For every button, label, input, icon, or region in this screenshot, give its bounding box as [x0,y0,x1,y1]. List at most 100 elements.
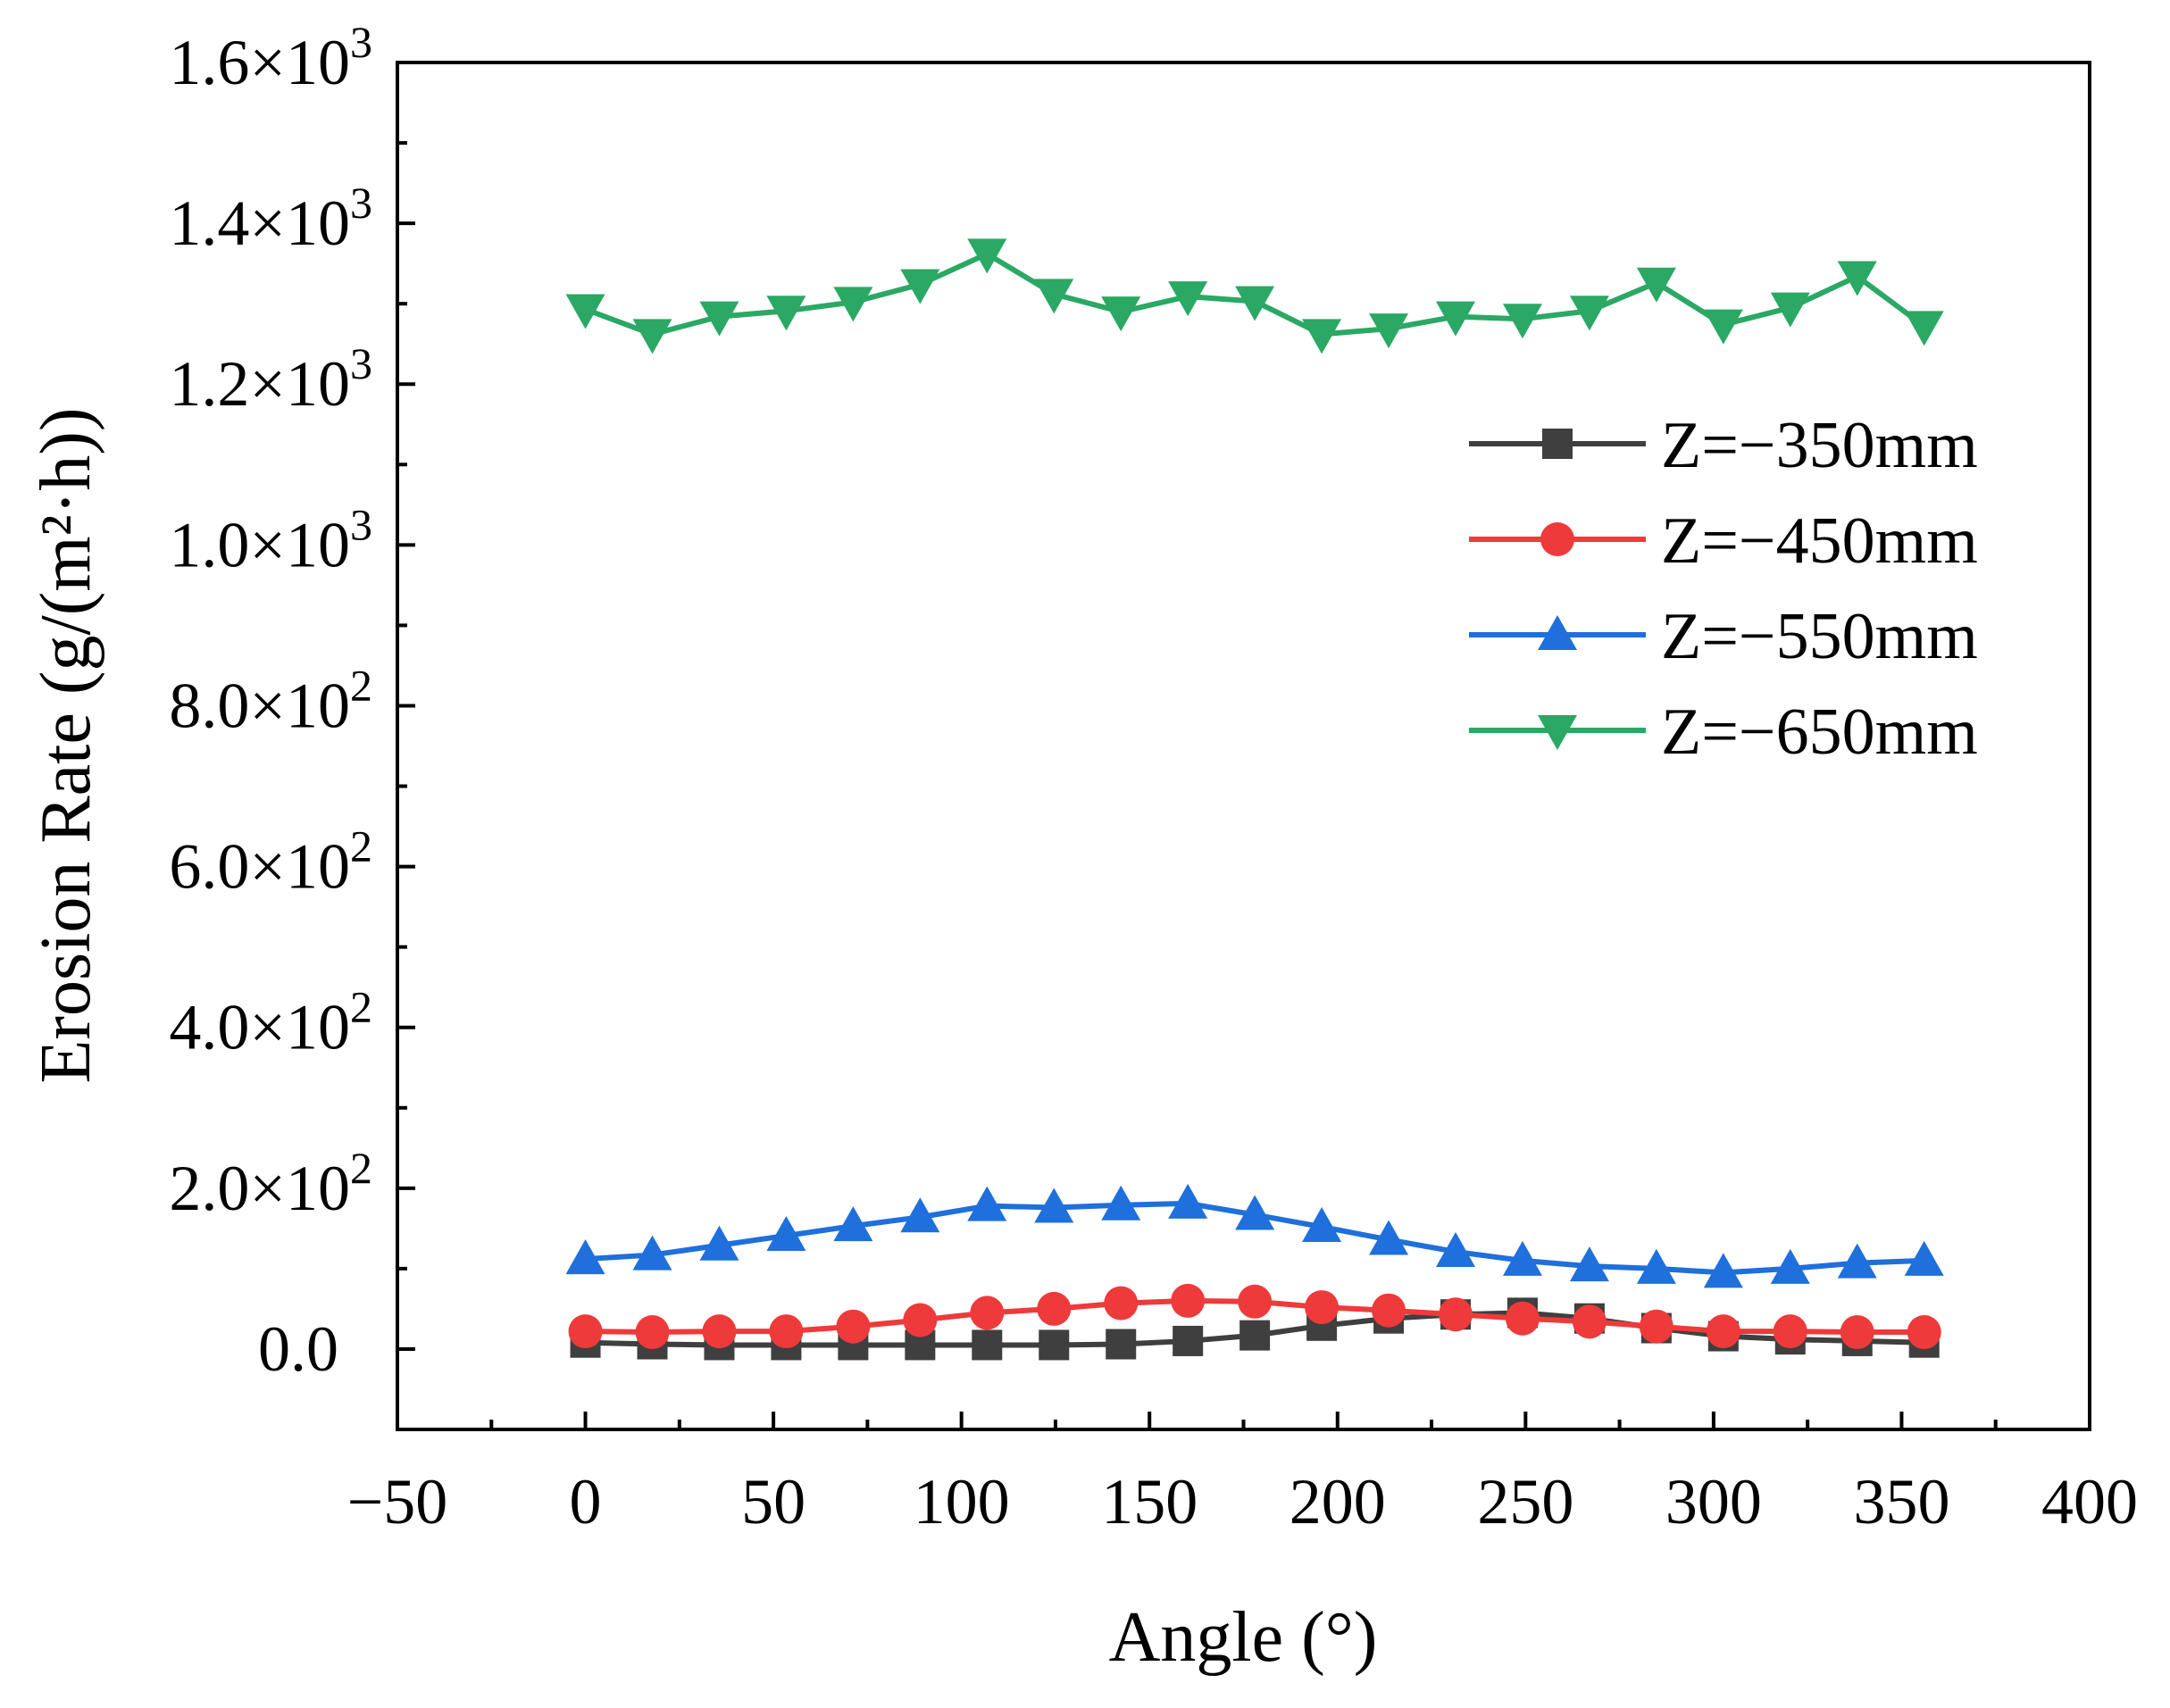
legend-label: Z=−450mm [1661,504,1978,578]
data-point [1502,304,1542,339]
data-point [967,1186,1007,1221]
data-point [1168,281,1208,317]
x-axis-label: Angle (°) [1109,1598,1378,1677]
data-point [1369,1220,1409,1255]
x-tick-label: 150 [1101,1466,1198,1537]
data-point [900,269,940,304]
x-tick-label: −50 [347,1466,448,1537]
data-point [1703,1253,1743,1288]
data-point [1034,279,1074,314]
data-point [1235,286,1275,321]
data-point [1706,1314,1740,1349]
data-point [1569,1246,1609,1282]
data-point [1770,1248,1810,1284]
data-point [568,1314,603,1349]
data-point [1840,1315,1874,1350]
data-point [1502,1240,1542,1276]
legend-label: Z=−650mm [1661,696,1978,769]
legend: Z=−350mm Z=−450mm Z=−550mm Z=−650mm [1469,409,1978,769]
series-1 [568,1283,1941,1350]
data-point [1238,1284,1273,1319]
y-tick-label: 0.0 [258,1313,338,1385]
data-point [1372,1293,1406,1328]
data-point [699,301,739,337]
data-point [769,1314,804,1349]
data-point [1168,1183,1208,1219]
data-point [900,1197,940,1233]
data-point [632,1235,672,1271]
data-point [1439,1297,1473,1332]
data-point [565,1239,605,1275]
data-point [972,1329,1003,1361]
data-point [766,1215,806,1251]
data-point [1639,1309,1673,1344]
data-point [635,1315,670,1350]
data-point [1039,1329,1070,1361]
data-point [632,319,672,354]
data-point [833,287,873,322]
data-point [1101,296,1141,332]
y-tick-label: 8.0×102 [169,660,372,741]
x-tick-label: 300 [1665,1466,1762,1537]
data-point [702,1314,737,1349]
data-point [1173,1325,1204,1356]
data-point [1101,1185,1141,1221]
data-point [903,1303,938,1337]
x-tick-label: 200 [1289,1466,1386,1537]
series-3 [565,238,1944,354]
y-axis-label: Erosion Rate (g/(m²·h)) [27,407,105,1083]
x-tick-label: 0 [570,1466,602,1537]
legend-label: Z=−350mm [1661,409,1978,482]
legend-marker [1542,429,1573,459]
data-point [1436,1231,1476,1267]
data-point [1904,311,1944,346]
legend-label: Z=−550mm [1661,600,1978,673]
data-point [1569,296,1609,331]
y-tick-label: 2.0×102 [169,1143,372,1224]
data-point [1106,1329,1137,1360]
data-point [1436,301,1476,337]
y-tick-label: 1.2×103 [169,338,372,420]
data-point [970,1296,1005,1330]
y-tick-label: 4.0×102 [169,982,372,1063]
data-point [766,296,806,331]
data-point [1572,1304,1607,1339]
data-point [1636,267,1676,303]
x-tick-label: 400 [2041,1466,2138,1537]
legend-marker [1538,715,1577,750]
legend-marker [1540,522,1574,556]
data-point [1907,1315,1941,1350]
data-point [1505,1301,1540,1336]
data-point [967,238,1007,274]
y-tick-label: 1.4×103 [169,178,372,259]
data-point [1171,1283,1206,1318]
data-point [1904,1240,1944,1276]
data-point [1034,1187,1074,1223]
data-point [1239,1320,1271,1351]
data-point [1703,309,1743,345]
data-point [1104,1286,1139,1321]
x-tick-label: 50 [741,1466,805,1537]
data-point [1369,313,1409,349]
data-point [1636,1248,1676,1284]
x-tick-label: 100 [914,1466,1010,1537]
data-point [833,1206,873,1242]
data-point [1305,1290,1340,1325]
data-point [1770,292,1810,328]
data-point [1235,1195,1275,1230]
data-point [1837,1243,1877,1279]
data-point [1302,1207,1342,1243]
y-tick-label: 1.6×103 [169,17,372,98]
x-tick-label: 350 [1853,1466,1949,1537]
y-tick-label: 1.0×103 [169,499,372,580]
x-tick-label: 250 [1477,1466,1573,1537]
data-point [699,1225,739,1261]
data-point [565,294,605,329]
data-point [1773,1314,1807,1349]
data-point [836,1309,871,1344]
data-point [1037,1291,1072,1326]
legend-marker [1538,615,1577,650]
y-tick-label: 6.0×102 [169,821,372,903]
data-point [1837,261,1877,296]
